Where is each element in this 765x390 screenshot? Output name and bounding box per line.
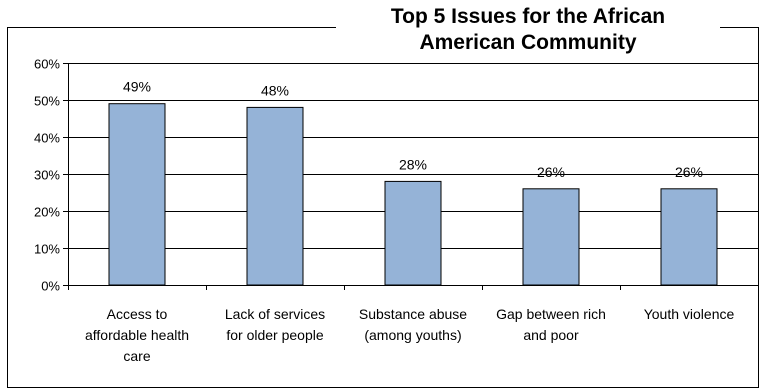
y-tick-label: 30%: [34, 168, 60, 183]
category-label: Access to: [107, 306, 168, 322]
category-label: for older people: [226, 327, 324, 343]
bar: [246, 106, 304, 286]
y-tick-labels: 0% 10% 20% 30% 40% 50% 60%: [34, 57, 60, 294]
category-label: Youth violence: [644, 306, 735, 322]
category-label: Substance abuse: [359, 306, 467, 322]
category-label: affordable health: [85, 327, 189, 343]
bars: [108, 103, 718, 286]
category-label: care: [123, 348, 150, 364]
category-label: Gap between rich: [496, 306, 606, 322]
y-tick-label: 40%: [34, 131, 60, 146]
y-tick-label: 50%: [34, 94, 60, 109]
y-tick-label: 0%: [41, 279, 60, 294]
gridlines: [68, 63, 758, 249]
bar: [660, 188, 718, 286]
chart-title: Top 5 Issues for the African American Co…: [336, 4, 720, 56]
category-label: and poor: [523, 327, 579, 343]
axes: [63, 63, 759, 290]
chart-title-line-1: Top 5 Issues for the African: [390, 5, 666, 28]
chart-title-line-2: American Community: [419, 31, 637, 54]
y-tick-label: 20%: [34, 205, 60, 220]
bar: [384, 180, 442, 286]
bar: [108, 103, 166, 286]
category-label: Lack of services: [225, 306, 325, 322]
y-tick-label: 60%: [34, 57, 60, 72]
data-label: 26%: [537, 164, 565, 180]
category-label: (among youths): [364, 327, 461, 343]
data-label: 26%: [675, 164, 703, 180]
data-label: 49%: [123, 79, 151, 95]
category-labels: Access to affordable health care Lack of se…: [85, 306, 735, 364]
data-label: 28%: [399, 156, 427, 172]
data-label: 48%: [261, 82, 289, 98]
data-labels: 49% 48% 28% 26% 26%: [123, 79, 703, 180]
y-tick-label: 10%: [34, 242, 60, 257]
bar: [522, 188, 580, 286]
